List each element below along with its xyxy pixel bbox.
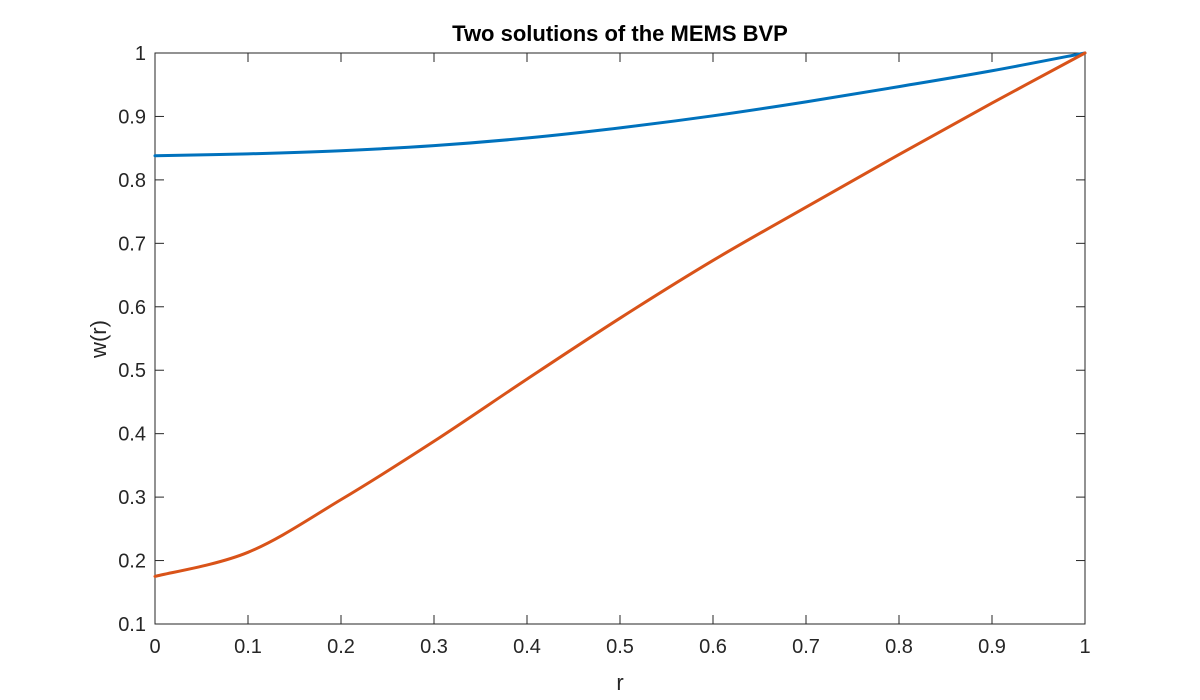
x-tick-label: 0.9 — [978, 636, 1006, 658]
y-tick-label: 0.9 — [118, 106, 146, 128]
x-tick-label: 0.2 — [327, 636, 355, 658]
y-tick-label: 0.6 — [118, 297, 146, 319]
y-tick-label: 0.1 — [118, 614, 146, 636]
plot-area: 0 0.1 0.2 0.3 0.4 0.5 0.6 0.7 0.8 0.9 10.10.20.30.… — [118, 43, 1090, 658]
y-tick-label: 0.7 — [118, 233, 146, 255]
y-axis-label: w(r) — [86, 320, 111, 359]
x-tick-label: 0.7 — [792, 636, 820, 658]
x-tick-label: 0.5 — [606, 636, 634, 658]
y-tick-label: 0.2 — [118, 551, 146, 573]
y-tick-label: 0.4 — [118, 424, 146, 446]
x-tick-label: 0.1 — [234, 636, 262, 658]
series-line-2 — [153, 51, 1087, 578]
x-tick-label: 0.6 — [699, 636, 727, 658]
y-tick-label: 1 — [135, 43, 146, 65]
x-tick-label: 1 — [1079, 636, 1090, 658]
x-axis-label: r — [616, 670, 623, 695]
x-tick-label: 0.8 — [885, 636, 913, 658]
x-tick-label: 0 — [149, 636, 160, 658]
y-tick-label: 0.8 — [118, 170, 146, 192]
series-line-1 — [153, 51, 1087, 158]
y-tick-label: 0.5 — [118, 360, 146, 382]
y-tick-label: 0.3 — [118, 487, 146, 509]
chart-title: Two solutions of the MEMS BVP — [452, 21, 788, 46]
x-tick-label: 0.4 — [513, 636, 541, 658]
axes-box — [154, 52, 1086, 625]
x-tick-label: 0.3 — [420, 636, 448, 658]
